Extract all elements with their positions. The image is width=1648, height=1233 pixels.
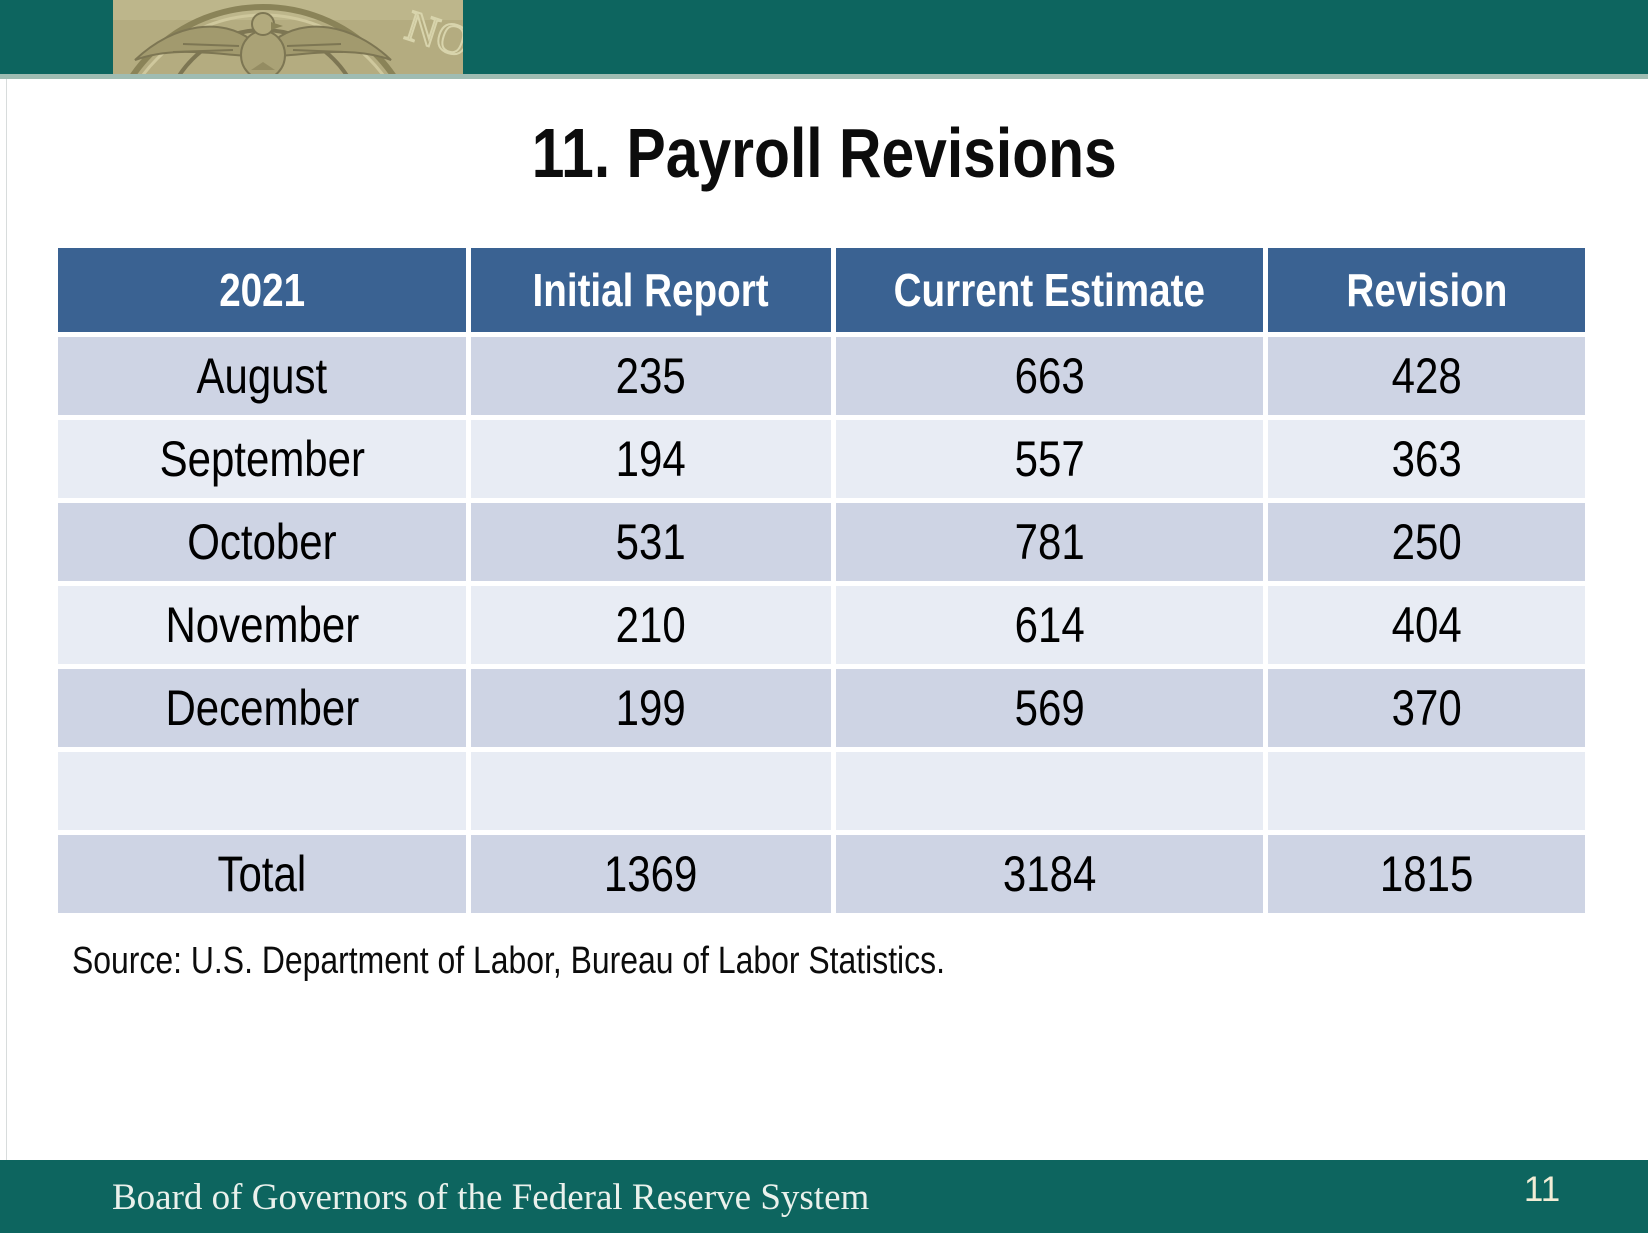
- table-row-november: November 210 614 404: [58, 586, 1585, 664]
- source-note-text: Source: U.S. Department of Labor, Bureau…: [72, 940, 945, 982]
- current-cell: 569: [836, 669, 1263, 747]
- current-cell: 781: [836, 503, 1263, 581]
- total-current-cell: 3184: [836, 835, 1263, 913]
- initial-cell: 235: [471, 337, 831, 415]
- total-initial-cell: 1369: [471, 835, 831, 913]
- revision-cell: 250: [1268, 503, 1585, 581]
- page-number: 11: [1523, 1170, 1561, 1209]
- table-row-december: December 199 569 370: [58, 669, 1585, 747]
- current-cell: 663: [836, 337, 1263, 415]
- revision-cell: 404: [1268, 586, 1585, 664]
- revision-cell: 428: [1268, 337, 1585, 415]
- header-initial-report: Initial Report: [471, 248, 831, 332]
- table-row-august: August 235 663 428: [58, 337, 1585, 415]
- table-row-total: Total 1369 3184 1815: [58, 835, 1585, 913]
- month-cell: August: [58, 337, 466, 415]
- empty-cell: [836, 752, 1263, 830]
- empty-cell: [1268, 752, 1585, 830]
- footer-bar: [0, 1160, 1648, 1233]
- payroll-revisions-table: 2021 Initial Report Current Estimate Rev…: [53, 243, 1590, 918]
- month-cell: November: [58, 586, 466, 664]
- source-note: Source: U.S. Department of Labor, Bureau…: [72, 940, 1111, 983]
- table-row-october: October 531 781 250: [58, 503, 1585, 581]
- slide-title: 11. Payroll Revisions: [0, 103, 1648, 203]
- empty-cell: [471, 752, 831, 830]
- slide-edge-line: [6, 79, 7, 1161]
- slide-title-text: 11. Payroll Revisions: [531, 114, 1117, 192]
- revision-cell: 370: [1268, 669, 1585, 747]
- federal-reserve-seal-image: NO: [113, 0, 463, 74]
- empty-cell: [58, 752, 466, 830]
- current-cell: 614: [836, 586, 1263, 664]
- month-cell: December: [58, 669, 466, 747]
- total-revision-cell: 1815: [1268, 835, 1585, 913]
- total-label-cell: Total: [58, 835, 466, 913]
- initial-cell: 531: [471, 503, 831, 581]
- table-row-september: September 194 557 363: [58, 420, 1585, 498]
- header-current-estimate: Current Estimate: [836, 248, 1263, 332]
- initial-cell: 194: [471, 420, 831, 498]
- month-cell: October: [58, 503, 466, 581]
- top-banner-edge-line: [0, 74, 1648, 79]
- table-header-row: 2021 Initial Report Current Estimate Rev…: [58, 248, 1585, 332]
- initial-cell: 199: [471, 669, 831, 747]
- revision-cell: 363: [1268, 420, 1585, 498]
- header-year: 2021: [58, 248, 466, 332]
- footer-organization-title: Board of Governors of the Federal Reserv…: [112, 1177, 870, 1218]
- header-revision: Revision: [1268, 248, 1585, 332]
- month-cell: September: [58, 420, 466, 498]
- initial-cell: 210: [471, 586, 831, 664]
- table-row-spacer: [58, 752, 1585, 830]
- current-cell: 557: [836, 420, 1263, 498]
